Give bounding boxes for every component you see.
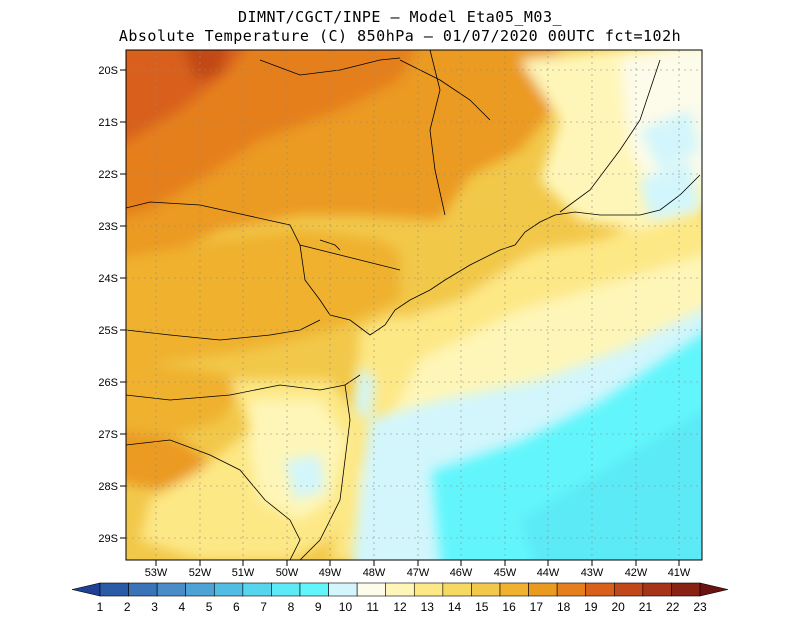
lon-label: 51W — [232, 567, 255, 579]
colorbar-label: 9 — [315, 600, 322, 614]
temperature-field — [126, 50, 702, 560]
lat-label: 20S — [98, 65, 118, 77]
colorbar-swatch — [99, 582, 129, 597]
lon-label: 42W — [625, 567, 648, 579]
colorbar-label: 4 — [178, 600, 185, 614]
lon-label: 44W — [537, 567, 560, 579]
colorbar-label: 2 — [124, 600, 131, 614]
colorbar-swatch — [642, 582, 672, 597]
colorbar-swatch — [185, 582, 215, 597]
lon-label: 46W — [450, 567, 473, 579]
colorbar-swatch — [242, 582, 272, 597]
colorbar-label: 18 — [557, 600, 571, 614]
colorbar-swatch — [556, 582, 587, 597]
lat-label: 26S — [98, 377, 118, 389]
colorbar-swatch — [585, 582, 615, 597]
chart-title-line-2: Absolute Temperature (C) 850hPa – 01/07/… — [118, 27, 682, 45]
colorbar-swatch — [471, 582, 501, 597]
colorbar-label: 16 — [502, 600, 516, 614]
colorbar-swatch — [499, 582, 529, 597]
colorbar-swatch — [442, 582, 472, 597]
lat-label: 21S — [98, 117, 118, 129]
colorbar-label: 1 — [97, 600, 104, 614]
colorbar-swatch — [528, 582, 558, 597]
lat-label: 22S — [98, 169, 118, 181]
lon-label: 52W — [189, 567, 212, 579]
lon-label: 43W — [581, 567, 604, 579]
colorbar-swatch — [356, 582, 387, 597]
colorbar-label: 6 — [233, 600, 240, 614]
colorbar-swatch — [213, 582, 244, 597]
colorbar-label: 7 — [260, 600, 267, 614]
lat-label: 24S — [98, 273, 118, 285]
map-frame — [125, 49, 703, 561]
lon-label: 53W — [145, 567, 168, 579]
lon-label: 49W — [319, 567, 342, 579]
lon-label: 48W — [363, 567, 386, 579]
colorbar-label: 13 — [421, 600, 435, 614]
colorbar: 1 2 3 4 5 6 7 8 9 10 11 12 13 14 15 16 17 18 19 20 21 22 23 — [71, 582, 729, 614]
lat-label: 28S — [98, 481, 118, 493]
colorbar-label: 3 — [151, 600, 158, 614]
colorbar-label: 17 — [530, 600, 544, 614]
lat-label: 29S — [98, 533, 118, 545]
colorbar-label: 14 — [448, 600, 462, 614]
lon-label: 50W — [276, 567, 299, 579]
colorbar-label: 5 — [206, 600, 213, 614]
lat-label: 25S — [98, 325, 118, 337]
colorbar-swatch — [328, 582, 358, 597]
lon-label: 47W — [407, 567, 430, 579]
lat-label: 23S — [98, 221, 118, 233]
lat-label: 27S — [98, 429, 118, 441]
colorbar-swatch — [671, 582, 701, 597]
colorbar-label: 22 — [666, 600, 680, 614]
colorbar-label: 23 — [693, 600, 707, 614]
colorbar-swatch — [156, 582, 187, 597]
colorbar-label: 8 — [288, 600, 295, 614]
colorbar-arrow-right — [699, 582, 729, 597]
colorbar-swatch — [271, 582, 301, 597]
coastline-and-borders — [126, 50, 701, 560]
colorbar-swatch — [385, 582, 415, 597]
colorbar-arrow-left — [71, 582, 101, 597]
lon-label: 41W — [668, 567, 691, 579]
colorbar-label: 20 — [612, 600, 626, 614]
colorbar-label: 11 — [366, 600, 379, 614]
lat-lon-grid — [126, 50, 702, 560]
colorbar-swatch — [128, 582, 158, 597]
colorbar-label: 15 — [475, 600, 489, 614]
colorbar-label: 10 — [339, 600, 353, 614]
colorbar-swatch — [299, 582, 329, 597]
colorbar-label: 21 — [639, 600, 653, 614]
lon-label: 45W — [494, 567, 517, 579]
chart-title-line-1: DIMNT/CGCT/INPE – Model Eta05_M03_ — [237, 8, 563, 26]
colorbar-swatch — [613, 582, 644, 597]
colorbar-label: 12 — [393, 600, 407, 614]
colorbar-label: 19 — [584, 600, 598, 614]
colorbar-swatch — [413, 582, 444, 597]
